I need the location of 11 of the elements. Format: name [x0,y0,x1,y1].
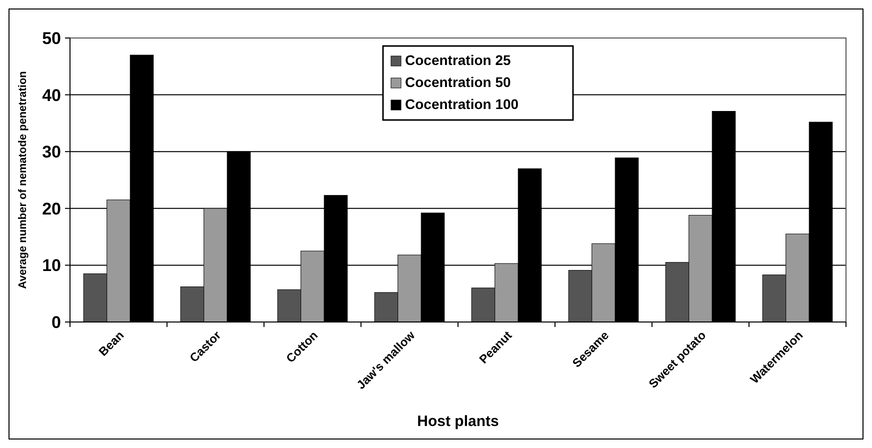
y-tick-label: 30 [42,142,61,162]
y-tick-label: 0 [52,312,61,332]
x-axis-title: Host plants [417,413,499,430]
y-tick-label: 50 [42,28,61,48]
legend-label: Cocentration 50 [405,74,512,90]
y-axis-title: Average number of nematode penetration [17,70,29,289]
y-tick-label: 10 [42,256,61,276]
y-tick-label: 20 [42,199,61,218]
legend-label: Cocentration 100 [405,96,519,112]
y-tick-label: 40 [42,86,61,105]
legend-label: Cocentration 25 [405,52,512,68]
